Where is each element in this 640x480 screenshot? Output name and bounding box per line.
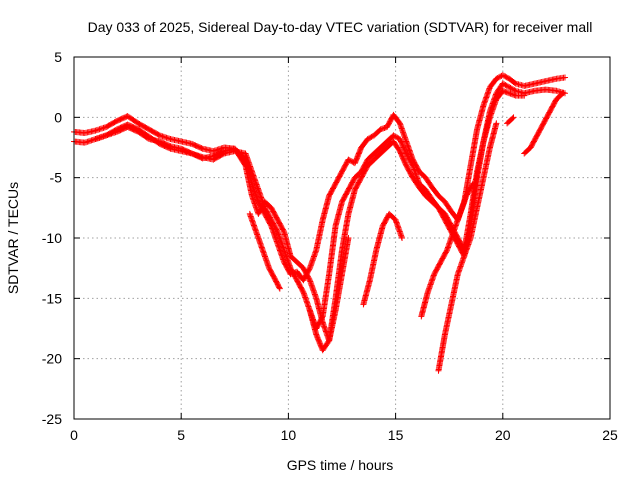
data-point: [394, 134, 401, 141]
data-point: [276, 285, 283, 292]
data-point: [276, 284, 283, 291]
x-tick-label: 0: [70, 427, 78, 443]
y-tick-label: 5: [54, 49, 62, 65]
data-point: [506, 84, 513, 91]
axis-ticks: 0 5 10 15 20 25 -25 -20 -15 -10 -5 0 5: [42, 49, 618, 443]
x-axis-label: GPS time / hours: [287, 457, 394, 473]
data-point: [367, 134, 374, 141]
y-tick-label: -15: [42, 290, 62, 306]
data-point: [502, 73, 509, 80]
data-point: [166, 142, 173, 149]
data-point: [511, 79, 518, 86]
data-point: [391, 133, 398, 140]
series-6: [360, 210, 406, 308]
data-point: [507, 84, 514, 91]
series-8: [435, 120, 500, 374]
data-point: [366, 135, 373, 142]
data-point: [155, 131, 162, 138]
data-point: [364, 136, 371, 143]
x-tick-label: 10: [281, 427, 297, 443]
x-tick-label: 5: [177, 427, 185, 443]
data-point: [493, 75, 500, 82]
data-point: [502, 81, 509, 88]
data-point: [499, 80, 506, 87]
data-point: [501, 81, 508, 88]
data-point: [493, 120, 500, 127]
data-point: [198, 145, 205, 152]
data-point: [558, 91, 565, 98]
data-point: [469, 181, 476, 188]
data-point: [510, 114, 517, 121]
data-point: [509, 115, 516, 122]
chart-title: Day 033 of 2025, Sidereal Day-to-day VTE…: [88, 19, 593, 35]
y-tick-label: -5: [50, 170, 63, 186]
x-tick-label: 25: [602, 427, 618, 443]
series-9: [504, 114, 517, 127]
data-point: [495, 74, 502, 81]
data-point: [469, 180, 476, 187]
data-point: [399, 235, 406, 241]
data-point: [144, 135, 151, 142]
data-point: [521, 92, 528, 99]
data-point: [503, 74, 510, 81]
data-point: [345, 235, 352, 241]
data-point: [390, 132, 397, 139]
data-point: [511, 87, 518, 94]
data-points: [71, 72, 568, 374]
data-point: [559, 90, 566, 97]
data-point: [497, 73, 504, 80]
x-tick-label: 15: [388, 427, 404, 443]
series-2: [71, 80, 568, 332]
y-axis-label: SDTVAR / TECUs: [5, 182, 21, 294]
x-tick-label: 20: [495, 427, 511, 443]
series-7: [418, 180, 476, 320]
data-point: [345, 156, 352, 163]
data-point: [219, 148, 226, 155]
y-tick-label: -25: [42, 411, 62, 427]
data-point: [346, 157, 353, 164]
data-point: [501, 72, 508, 79]
data-point: [499, 72, 506, 79]
data-point: [494, 74, 501, 81]
series-4: [246, 210, 283, 292]
series-10: [521, 90, 566, 157]
series-5: [306, 235, 352, 354]
data-point: [504, 83, 511, 90]
y-tick-label: 0: [54, 109, 62, 125]
data-point: [561, 74, 568, 81]
series-3: [92, 87, 528, 344]
data-point: [503, 82, 510, 89]
y-tick-label: -10: [42, 230, 62, 246]
data-point: [368, 133, 375, 140]
data-point: [508, 85, 515, 92]
data-point: [325, 338, 332, 345]
y-tick-label: -20: [42, 351, 62, 367]
data-point: [393, 133, 400, 140]
data-point: [510, 86, 517, 93]
